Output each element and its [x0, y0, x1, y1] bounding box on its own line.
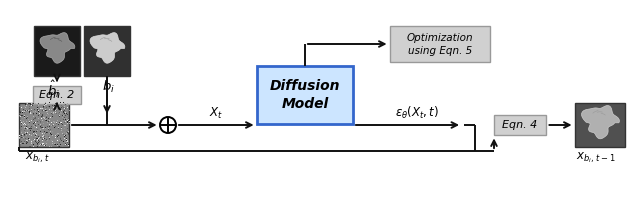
Text: Optimization: Optimization: [406, 33, 474, 43]
Polygon shape: [582, 105, 620, 139]
Text: Eqn. 4: Eqn. 4: [502, 120, 538, 130]
Text: $x_{b_i,\, t-1}$: $x_{b_i,\, t-1}$: [576, 150, 616, 165]
Text: $\epsilon_{\theta}(X_t, t)$: $\epsilon_{\theta}(X_t, t)$: [396, 105, 440, 121]
FancyBboxPatch shape: [494, 115, 546, 135]
Polygon shape: [40, 33, 75, 63]
FancyBboxPatch shape: [390, 26, 490, 62]
Bar: [575, 103, 625, 147]
Text: $b_i$: $b_i$: [102, 79, 115, 95]
FancyBboxPatch shape: [33, 86, 81, 104]
Polygon shape: [90, 33, 125, 63]
Text: $X_t$: $X_t$: [209, 106, 223, 121]
Text: Diffusion: Diffusion: [269, 79, 340, 93]
Text: using Eqn. 5: using Eqn. 5: [408, 46, 472, 56]
Text: Eqn. 2: Eqn. 2: [40, 90, 75, 100]
Bar: [34, 26, 80, 76]
Text: Model: Model: [282, 97, 328, 111]
Text: $x_{b_i,\, t}$: $x_{b_i,\, t}$: [26, 150, 51, 165]
Text: $\hat{b}_i$: $\hat{b}_i$: [47, 79, 61, 100]
Bar: [19, 103, 69, 147]
FancyBboxPatch shape: [257, 66, 353, 124]
Bar: [84, 26, 130, 76]
